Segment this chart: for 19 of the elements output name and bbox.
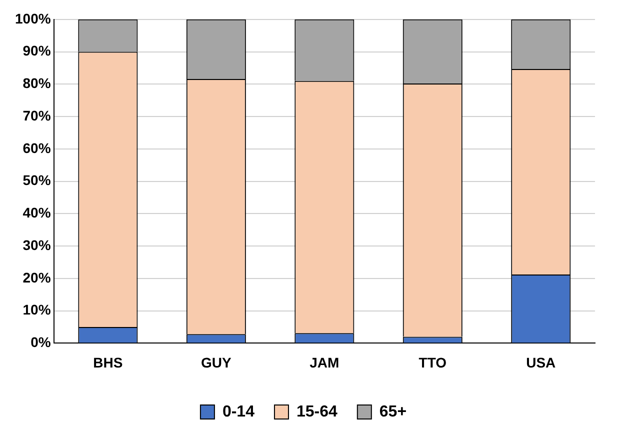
legend-label: 0-14 bbox=[222, 403, 255, 420]
y-tick-label: 50% bbox=[22, 172, 52, 188]
x-tick-label: GUY bbox=[200, 354, 232, 370]
x-tick-label: TTO bbox=[418, 354, 447, 370]
y-tick-label: 90% bbox=[22, 42, 52, 59]
y-tick-label: 20% bbox=[22, 269, 52, 286]
x-tick-label: JAM bbox=[310, 354, 340, 370]
legend-label: 15-64 bbox=[296, 403, 338, 420]
y-tick-label: 60% bbox=[22, 140, 52, 156]
y-tick-label: 30% bbox=[22, 236, 52, 253]
y-tick-label: 0% bbox=[30, 334, 52, 350]
x-tick-label: USA bbox=[526, 354, 556, 370]
x-tick-label: BHS bbox=[93, 354, 123, 370]
y-tick-label: 80% bbox=[22, 75, 52, 92]
legend-label: 65+ bbox=[379, 403, 407, 420]
y-tick-label: 100% bbox=[14, 10, 52, 26]
y-tick-label: 40% bbox=[22, 204, 52, 221]
y-tick-label: 70% bbox=[22, 107, 52, 124]
y-tick-label: 10% bbox=[22, 302, 52, 318]
